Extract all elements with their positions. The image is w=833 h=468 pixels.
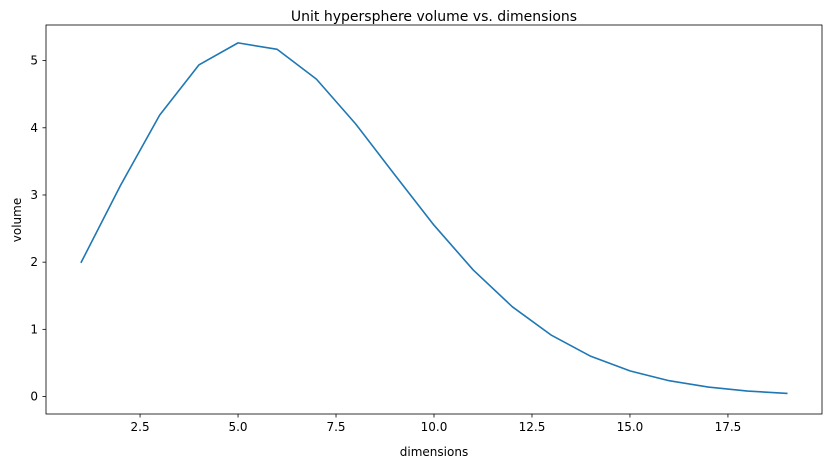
y-tick-label: 3 [30, 188, 38, 202]
y-tick-label: 5 [30, 54, 38, 68]
x-tick-label: 17.5 [715, 420, 742, 434]
y-tick-label: 1 [30, 322, 38, 336]
x-tick-label: 2.5 [131, 420, 150, 434]
x-axis-label: dimensions [400, 445, 468, 459]
plot-area [46, 25, 822, 414]
x-tick-label: 15.0 [617, 420, 644, 434]
chart-title: Unit hypersphere volume vs. dimensions [291, 9, 577, 25]
series-layer [80, 42, 788, 395]
x-tick-label: 5.0 [228, 420, 247, 434]
y-axis-ticks: 0 1 2 3 4 5 [30, 54, 46, 404]
y-axis-label: volume [10, 198, 24, 242]
x-tick-label: 12.5 [519, 420, 546, 434]
x-tick-label: 10.0 [421, 420, 448, 434]
y-tick-label: 4 [30, 121, 38, 135]
x-tick-label: 7.5 [326, 420, 345, 434]
x-axis-ticks: 2.5 5.0 7.5 10.0 12.5 15.0 17.5 [131, 414, 742, 434]
y-tick-label: 2 [30, 255, 38, 269]
y-tick-label: 0 [30, 390, 38, 404]
